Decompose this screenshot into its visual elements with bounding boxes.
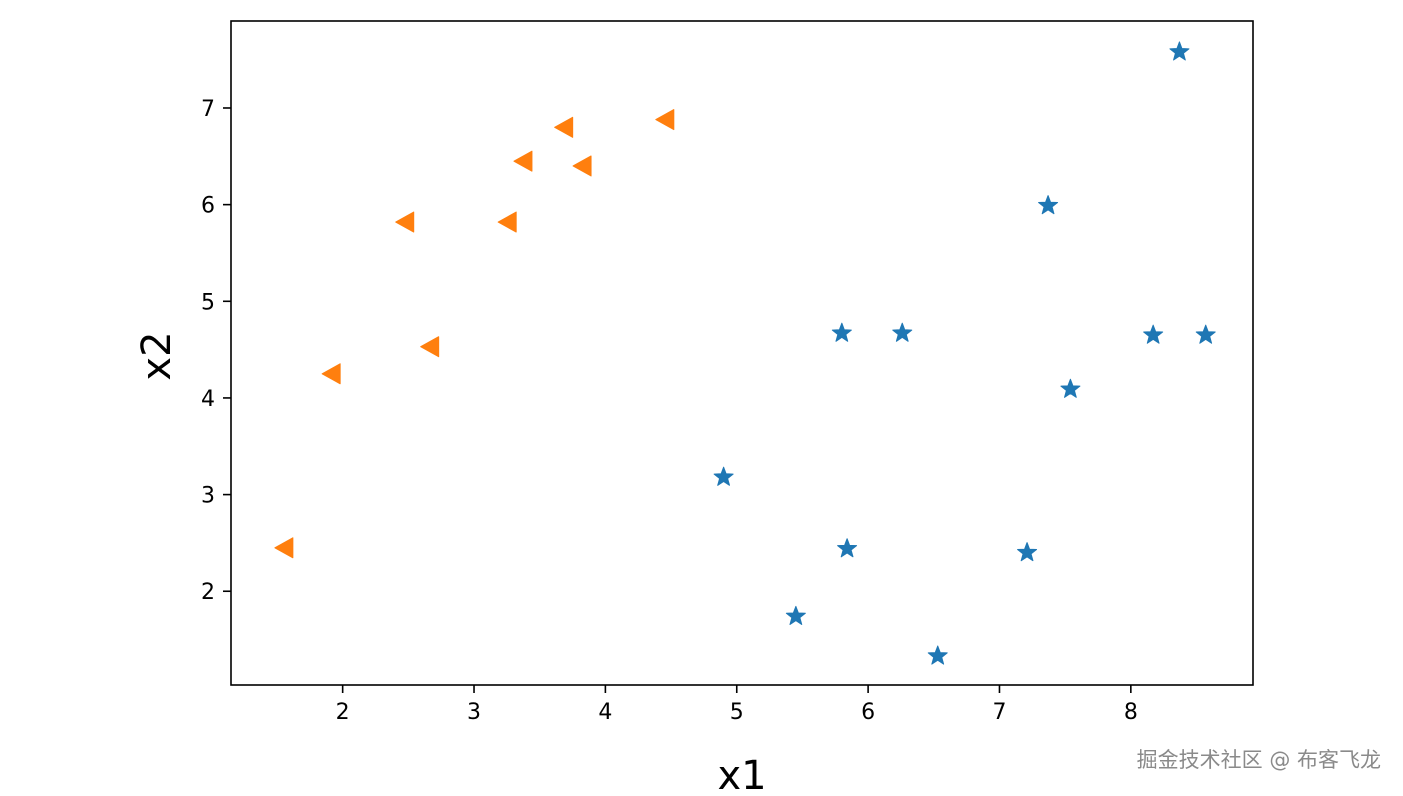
triangle-point: [497, 211, 517, 233]
star-point: [785, 605, 806, 625]
triangle-point: [554, 116, 574, 138]
y-tick-label: 2: [201, 580, 215, 605]
triangle-point: [513, 150, 533, 172]
plot-area: [231, 21, 1253, 685]
triangle-point: [420, 336, 440, 358]
y-tick-label: 4: [201, 387, 215, 412]
x-tick-label: 8: [1124, 700, 1138, 725]
x-axis-ticks: 2 3 4 5 6 7 8: [336, 685, 1138, 725]
x-tick-label: 6: [861, 700, 875, 725]
x-tick-label: 4: [598, 700, 612, 725]
triangle-point: [395, 211, 415, 233]
star-point: [1060, 378, 1081, 398]
markers-layer: [274, 41, 1216, 665]
plot-frame: [230, 20, 1254, 686]
y-tick-label: 7: [201, 97, 215, 122]
y-axis-label: x2: [134, 331, 180, 380]
star-point: [1143, 324, 1164, 344]
star-point: [892, 322, 913, 342]
x-axis-label: x1: [717, 753, 766, 796]
star-point: [927, 645, 948, 665]
star-point: [1038, 195, 1059, 215]
y-tick-label: 3: [201, 484, 215, 509]
y-axis-ticks: 2 3 4 5 6 7: [201, 97, 231, 605]
x-tick-label: 2: [336, 700, 350, 725]
x-tick-label: 3: [467, 700, 481, 725]
star-point: [831, 322, 852, 342]
triangle-point: [274, 537, 294, 559]
x-tick-label: 7: [992, 700, 1006, 725]
star-point: [1195, 324, 1216, 344]
triangle-point: [572, 155, 592, 177]
triangle-point: [321, 363, 341, 385]
star-point: [713, 466, 734, 486]
star-point: [1017, 542, 1038, 562]
y-tick-label: 6: [201, 194, 215, 219]
triangle-point: [655, 109, 675, 131]
watermark-text: 掘金技术社区 @ 布客飞龙: [1136, 748, 1381, 772]
x-tick-label: 5: [730, 700, 744, 725]
y-tick-label: 5: [201, 290, 215, 315]
star-point: [837, 538, 858, 558]
star-point: [1169, 41, 1190, 61]
